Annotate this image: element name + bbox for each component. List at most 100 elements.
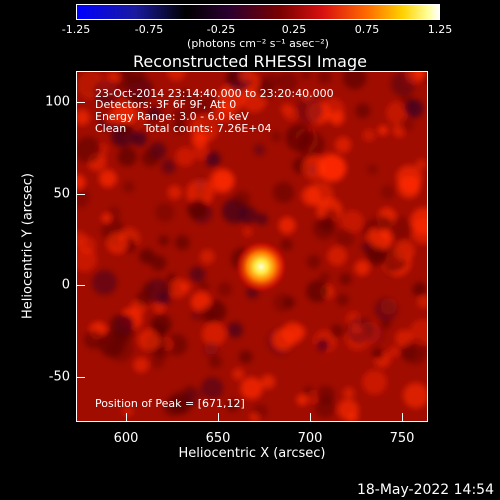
texture-blob [342, 72, 367, 90]
texture-blob [387, 216, 414, 242]
texture-blob [371, 214, 389, 232]
texture-blob [131, 131, 147, 147]
texture-blob [366, 246, 387, 266]
texture-blob [295, 96, 324, 124]
texture-blob [117, 147, 137, 167]
texture-blob [193, 144, 210, 161]
texture-blob [190, 309, 202, 321]
texture-blob [167, 185, 182, 200]
texture-blob [212, 169, 235, 192]
texture-blob [415, 158, 427, 170]
colorbar-tick-label: -0.25 [206, 23, 236, 36]
texture-blob [227, 321, 243, 338]
texture-blob [380, 318, 392, 330]
texture-blob [161, 159, 176, 174]
colorbar-tick-label: 1.25 [427, 23, 453, 36]
texture-blob [150, 313, 172, 335]
texture-blob [186, 179, 214, 207]
texture-blob [403, 382, 427, 409]
texture-blob [205, 151, 221, 167]
texture-blob [225, 398, 240, 413]
colorbar-tick-label: 0.25 [281, 23, 307, 36]
image-frame [76, 71, 428, 422]
texture-blob [260, 374, 276, 389]
texture-blob [202, 322, 226, 346]
y-tick-label: -50 [48, 369, 70, 385]
texture-blob [122, 405, 134, 418]
footer-date: 18-May-2022 14:54 [356, 482, 494, 498]
image-texture [77, 72, 427, 421]
x-tick [402, 413, 403, 421]
texture-blob [77, 231, 87, 248]
texture-blob [146, 106, 162, 121]
texture-blob [83, 330, 103, 349]
texture-blob [141, 149, 160, 167]
texture-blob [306, 280, 329, 303]
texture-blob [173, 109, 186, 122]
texture-blob [397, 175, 421, 199]
texture-blob [281, 322, 304, 344]
texture-blob [175, 147, 195, 167]
texture-blob [354, 260, 370, 276]
x-tick [218, 413, 219, 421]
texture-blob [253, 144, 266, 156]
texture-blob [337, 399, 359, 421]
texture-blob [317, 72, 332, 84]
texture-blob [208, 355, 222, 369]
texture-blob [255, 213, 268, 226]
texture-blob [189, 266, 206, 283]
texture-blob [362, 369, 387, 395]
texture-blob [272, 181, 295, 204]
texture-blob [296, 130, 325, 159]
x-axis-label: Heliocentric X (arcsec) [178, 446, 326, 461]
texture-blob [350, 323, 361, 334]
texture-blob [276, 72, 298, 93]
texture-blob [172, 120, 186, 133]
texture-blob [157, 291, 172, 306]
texture-blob [394, 240, 415, 261]
texture-blob [139, 248, 155, 264]
texture-blob [296, 394, 308, 406]
texture-blob [406, 72, 424, 84]
texture-blob [179, 89, 191, 101]
texture-blob [136, 291, 151, 306]
texture-blob [398, 116, 415, 133]
texture-blob [339, 272, 352, 286]
texture-blob [91, 269, 117, 296]
texture-blob [187, 199, 208, 220]
texture-blob [150, 254, 167, 271]
texture-blob [301, 186, 321, 206]
texture-blob [300, 72, 312, 80]
peak-source [235, 240, 288, 293]
texture-blob [252, 403, 268, 419]
texture-blob [232, 368, 245, 381]
peak-position-label: Position of Peak = [671,12] [95, 397, 245, 410]
texture-blob [99, 169, 117, 188]
texture-blob [77, 246, 97, 272]
y-tick-label: 0 [61, 277, 70, 293]
texture-blob [199, 249, 215, 265]
texture-blob [165, 333, 188, 356]
texture-blob [395, 329, 413, 347]
texture-blob [270, 131, 282, 143]
texture-blob [232, 190, 251, 209]
y-axis-label: Heliocentric Y (arcsec) [20, 173, 36, 319]
texture-blob [203, 341, 219, 357]
texture-blob [410, 207, 427, 235]
texture-blob [213, 101, 234, 123]
detectors-label: Detectors: 3F 6F 9F, Att 0 [95, 98, 237, 111]
colorbar [76, 4, 440, 20]
x-tick [126, 413, 127, 421]
texture-blob [374, 297, 398, 321]
x-tick-label: 750 [389, 431, 415, 446]
texture-blob [77, 174, 86, 190]
texture-blob [380, 185, 396, 200]
texture-blob [336, 293, 349, 306]
texture-blob [355, 103, 371, 119]
x-tick [310, 413, 311, 421]
y-tick [77, 102, 85, 103]
texture-blob [388, 345, 400, 358]
texture-blob [160, 281, 174, 295]
texture-blob [280, 238, 293, 251]
texture-blob [119, 123, 132, 135]
